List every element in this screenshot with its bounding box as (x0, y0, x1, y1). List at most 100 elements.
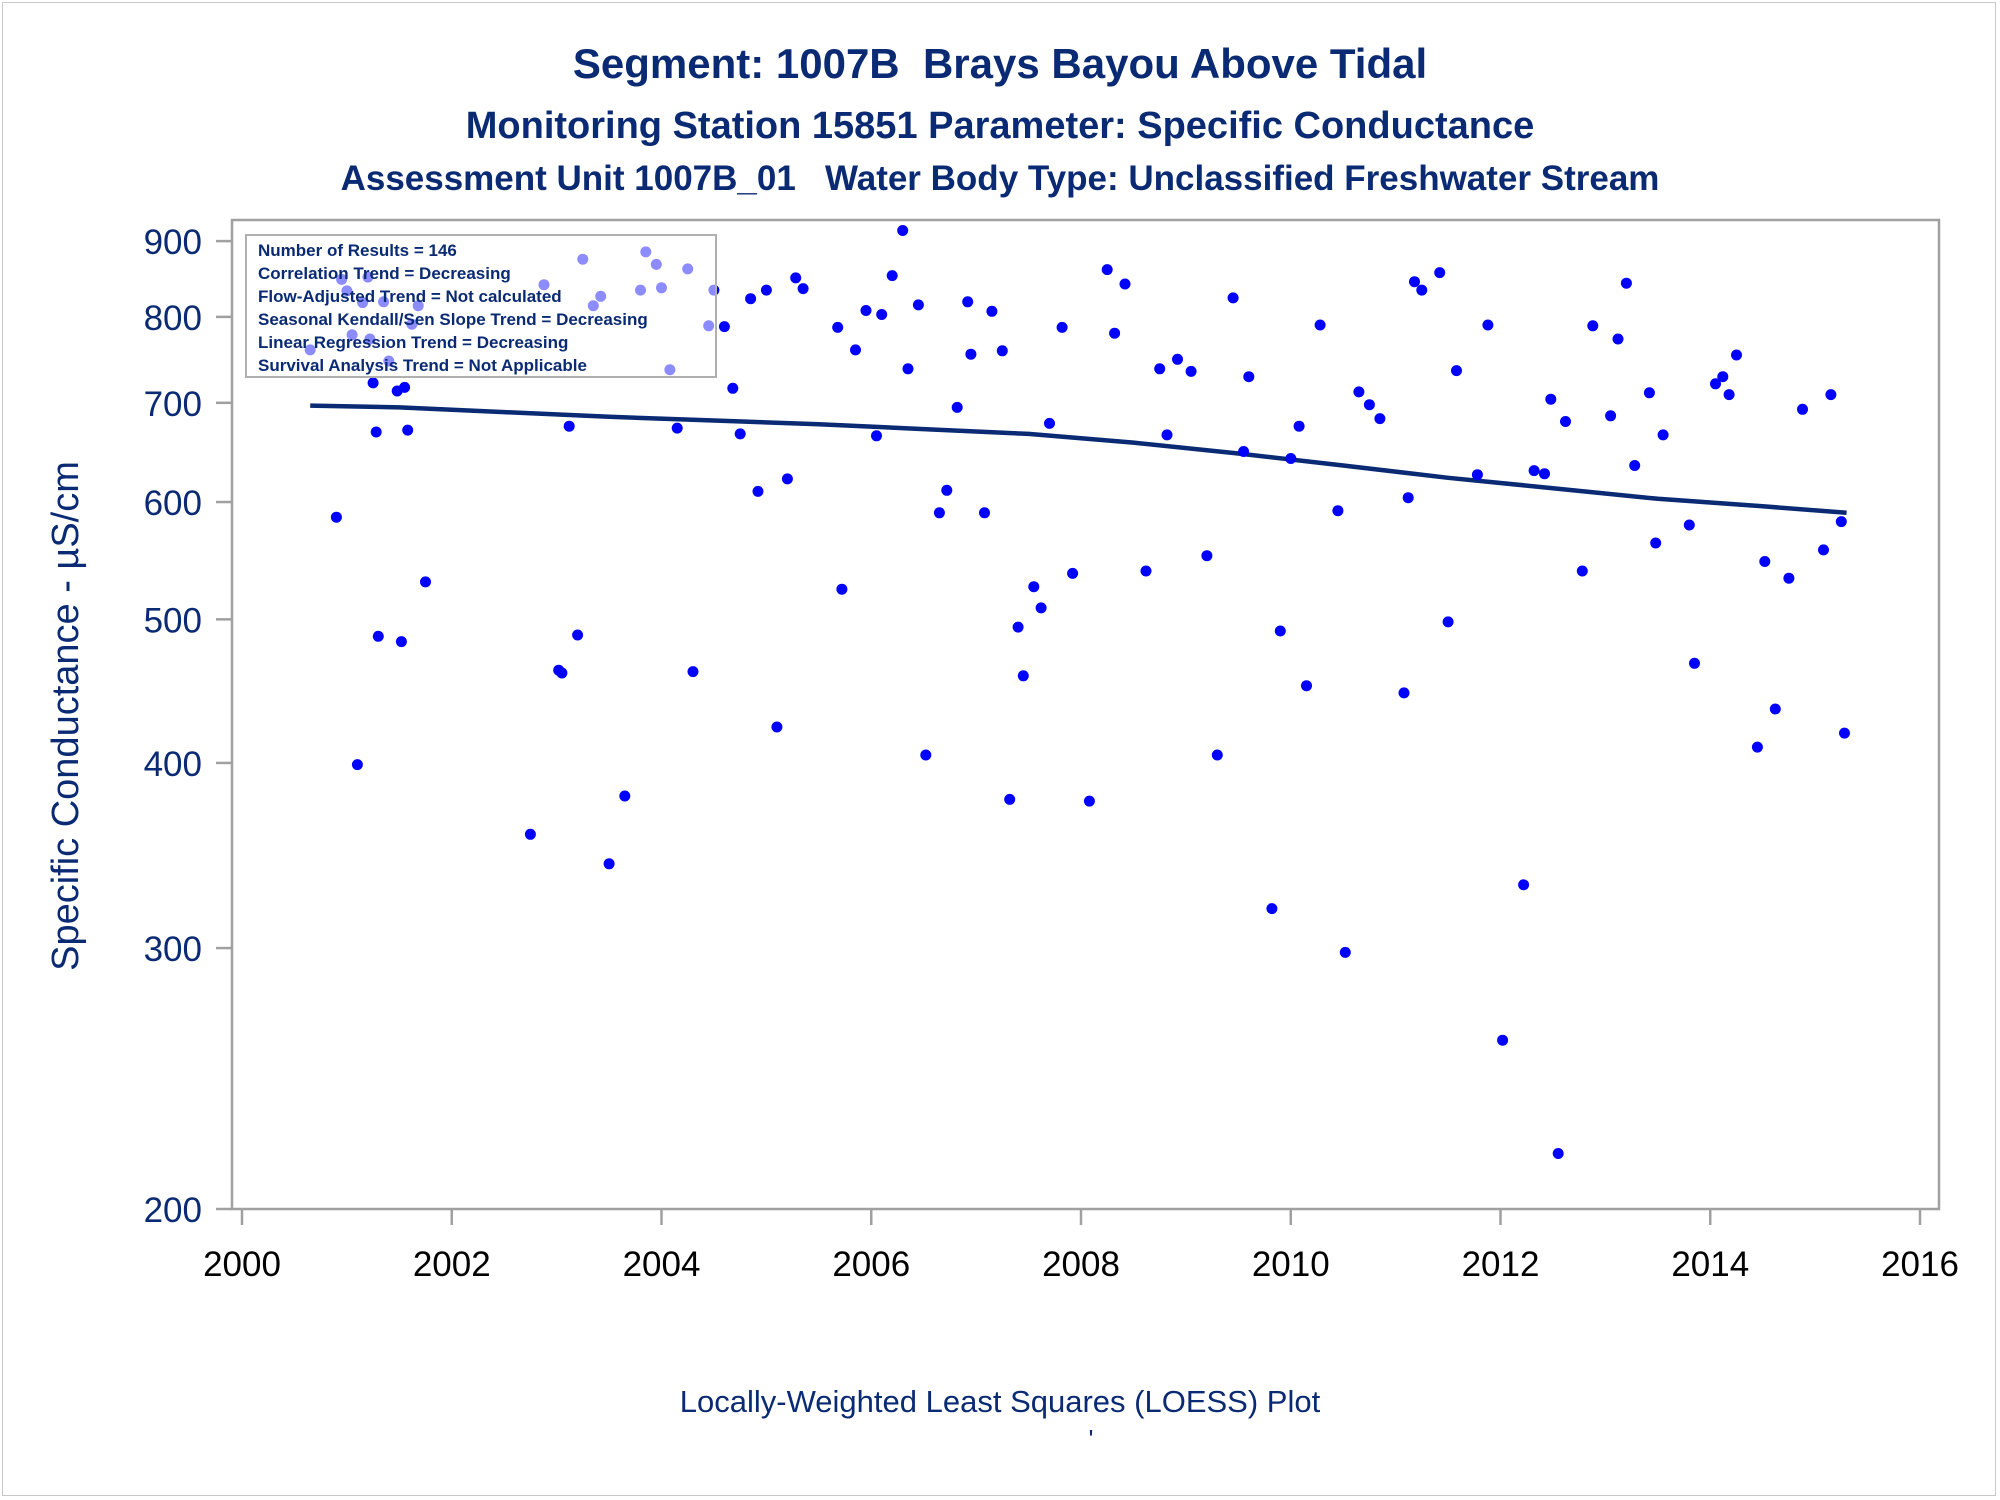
data-point (1035, 602, 1047, 614)
data-point (563, 420, 575, 432)
data-point (1528, 465, 1540, 477)
data-point (886, 270, 898, 282)
data-point (1154, 363, 1166, 375)
data-point (897, 225, 909, 236)
data-point (771, 721, 783, 733)
x-tick-label: 2000 (203, 1245, 281, 1284)
data-point (760, 284, 772, 296)
data-point (836, 583, 848, 595)
y-tick-label: 900 (144, 223, 202, 262)
data-point (1044, 417, 1055, 429)
data-point (1552, 1148, 1564, 1159)
stats-line-4: Seasonal Kendall/Sen Slope Trend = Decre… (258, 310, 648, 329)
x-axis: 2000 2002 2004 2006 2008 2010 2012 2014 2016 (203, 1209, 1959, 1284)
data-point (1067, 567, 1079, 579)
data-point (1339, 946, 1351, 958)
data-point (745, 293, 757, 305)
data-point (996, 345, 1008, 357)
data-point (1353, 386, 1365, 398)
data-point (1285, 453, 1297, 464)
data-point (797, 283, 809, 295)
data-points (304, 225, 1850, 1159)
y-axis: 200 300 400 500 600 700 800 900 (144, 223, 232, 1230)
data-point (1301, 680, 1312, 692)
data-point (1545, 393, 1557, 405)
data-point (1783, 572, 1795, 584)
data-point (367, 377, 379, 389)
data-point (1560, 416, 1571, 427)
footnote: Locally-Weighted Least Squares (LOESS) P… (680, 1384, 1321, 1419)
plot-area (230, 218, 1941, 1211)
data-point (832, 321, 844, 333)
data-point (1710, 378, 1721, 390)
stats-line-6: Survival Analysis Trend = Not Applicable (258, 356, 587, 375)
data-point (1266, 903, 1278, 915)
data-point (351, 759, 363, 771)
stats-line-3: Flow-Adjusted Trend = Not calculated (258, 287, 562, 306)
data-point (1539, 468, 1550, 480)
data-point (1612, 333, 1624, 345)
data-point (619, 790, 631, 802)
data-point (986, 305, 998, 317)
data-point (1576, 565, 1588, 577)
data-point (1227, 292, 1239, 304)
data-point (1004, 793, 1016, 805)
data-point (524, 828, 536, 840)
data-point (1471, 469, 1483, 481)
data-point (370, 426, 382, 438)
data-point (1161, 429, 1173, 441)
chart-subtitle: Monitoring Station 15851 Parameter: Spec… (466, 105, 1534, 147)
y-tick-label: 300 (144, 930, 202, 969)
data-point (1620, 277, 1632, 289)
data-point (1434, 267, 1446, 279)
data-point (1109, 327, 1121, 339)
x-tick-label: 2002 (413, 1245, 491, 1284)
data-point (399, 381, 411, 393)
loess-trend-line (310, 403, 1847, 516)
data-point (1374, 413, 1386, 425)
data-point (1028, 581, 1040, 593)
data-point (1101, 264, 1113, 276)
loess-layer (310, 403, 1847, 516)
data-point (1518, 879, 1530, 891)
data-point (1238, 446, 1250, 457)
data-point (572, 629, 584, 641)
y-tick-label: 800 (144, 299, 202, 338)
data-point (1293, 420, 1305, 432)
data-point (1056, 321, 1068, 333)
data-point (372, 630, 384, 642)
data-point (603, 858, 615, 870)
data-point (1769, 703, 1781, 715)
data-point (1363, 399, 1375, 411)
y-tick-label: 500 (144, 601, 202, 640)
data-point (1243, 371, 1255, 383)
data-point (671, 422, 683, 434)
data-point (781, 473, 793, 485)
x-tick-label: 2016 (1881, 1245, 1959, 1284)
stats-line-2: Correlation Trend = Decreasing (258, 264, 511, 283)
data-point (1442, 616, 1454, 628)
data-point (1587, 320, 1599, 332)
data-point (962, 296, 974, 308)
data-point (1416, 284, 1428, 296)
data-point (1797, 403, 1808, 415)
data-point (902, 363, 914, 375)
chart-title: Segment: 1007B Brays Bayou Above Tidal (573, 40, 1427, 87)
data-point (395, 636, 407, 648)
data-point (1314, 319, 1326, 331)
data-point (420, 576, 431, 588)
stats-box-frame (245, 234, 717, 378)
data-point (1451, 365, 1462, 377)
data-point (1683, 519, 1695, 531)
chart-subtitle-2: Assessment Unit 1007B_01 Water Body Type… (341, 159, 1660, 198)
stats-line-5: Linear Regression Trend = Decreasing (258, 333, 568, 352)
data-point (1689, 657, 1700, 669)
data-point (752, 485, 764, 497)
data-point (1083, 795, 1095, 807)
data-point (1835, 516, 1847, 528)
data-point (1398, 687, 1410, 699)
data-point (1723, 389, 1735, 401)
data-point (933, 507, 945, 519)
data-point (1643, 387, 1655, 399)
